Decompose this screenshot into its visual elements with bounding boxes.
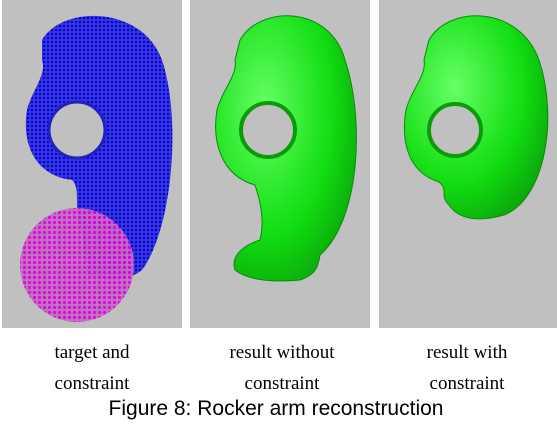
panel-caption: constraint — [55, 373, 131, 394]
figure-caption: Figure 8: Rocker arm reconstruction — [109, 397, 444, 420]
figure: target and constraint result without con… — [0, 0, 557, 425]
panel-caption: constraint — [245, 373, 321, 394]
ring-hole — [49, 102, 105, 158]
panel-caption: result with — [427, 342, 508, 363]
ring-hole — [241, 103, 295, 157]
panel-with — [379, 0, 557, 328]
panel-caption: target and — [54, 342, 130, 363]
constraint-sphere — [20, 208, 134, 322]
panel-without — [190, 0, 370, 328]
panel-target — [2, 0, 182, 328]
ring-hole — [429, 104, 481, 156]
panel-caption: result without — [229, 342, 335, 363]
panel-caption: constraint — [430, 373, 506, 394]
